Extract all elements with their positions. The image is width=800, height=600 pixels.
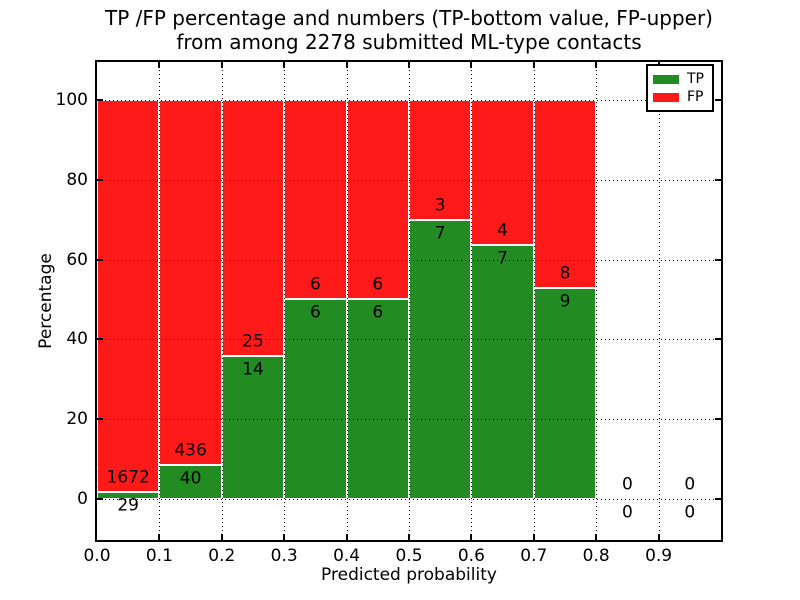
chart-title-line2: from among 2278 submitted ML-type contac…: [176, 30, 642, 54]
x-gridline: [346, 62, 348, 540]
y-tick-label: 80: [66, 169, 88, 190]
x-gridline: [409, 62, 410, 540]
tp-count-label: 0: [621, 502, 633, 523]
fp-count-label: 0: [684, 474, 696, 495]
x-tick-bottom: [158, 534, 161, 540]
plot-area: 1672 29 436 40 25 14 6 6 6 6 3 7 4 7 8 9 0 0 0 0: [95, 60, 723, 542]
x-tick-label: 0.2: [208, 546, 236, 566]
bar-tp-segment: [409, 219, 472, 499]
bar-fp-segment: [346, 99, 409, 300]
fp-count-label: 0: [621, 474, 633, 495]
fp-count-label: 436: [174, 440, 207, 461]
legend: TP FP: [646, 64, 714, 112]
bar-tp-segment: [159, 465, 222, 499]
x-tick-bottom: [345, 534, 348, 540]
x-tick-label: 0.7: [520, 546, 548, 566]
y-tick-left: [97, 497, 103, 500]
x-gridline: [533, 62, 535, 540]
x-gridline: [471, 62, 473, 540]
y-tick-right: [715, 338, 721, 341]
y-tick-left: [97, 418, 103, 421]
x-gridline: [284, 62, 286, 540]
bar-tp-segment: [533, 287, 597, 499]
tp-count-label: 14: [242, 359, 264, 380]
x-tick-label: 0.9: [645, 546, 673, 566]
x-axis-label: Predicted probability: [321, 565, 497, 585]
y-tick-right: [715, 497, 721, 500]
y-tick-label: 40: [66, 329, 88, 350]
legend-label-fp: FP: [687, 89, 704, 105]
x-tick-top: [595, 62, 598, 68]
bar-fp-segment: [284, 99, 347, 300]
x-tick-bottom: [532, 534, 535, 540]
y-tick-left: [97, 338, 103, 341]
y-tick-label: 60: [66, 249, 88, 270]
x-tick-top: [283, 62, 286, 68]
y-tick-label: 100: [55, 89, 88, 110]
tp-count-label: 6: [372, 302, 384, 323]
y-tick-left: [97, 258, 103, 261]
tp-count-label: 7: [434, 223, 446, 244]
bar-tp-segment: [471, 244, 534, 499]
legend-swatch-fp-icon: [653, 92, 679, 102]
legend-item-tp: TP: [653, 72, 707, 86]
legend-label-tp: TP: [687, 71, 704, 87]
x-tick-bottom: [220, 534, 223, 540]
fp-count-label: 4: [497, 220, 509, 241]
legend-swatch-tp-icon: [653, 74, 679, 84]
fp-count-label: 6: [309, 274, 321, 295]
bar-fp-segment: [159, 99, 222, 466]
x-gridline: [596, 62, 598, 540]
tp-count-label: 6: [309, 302, 321, 323]
y-tick-label: 0: [77, 488, 88, 509]
y-tick-label: 20: [66, 409, 88, 430]
x-tick-bottom: [470, 534, 473, 540]
y-tick-right: [715, 178, 721, 181]
y-tick-left: [97, 98, 103, 101]
x-gridline: [221, 62, 223, 540]
x-tick-top: [532, 62, 535, 68]
x-tick-top: [408, 62, 410, 68]
x-tick-top: [345, 62, 348, 68]
x-gridline: [658, 62, 660, 540]
x-tick-label: 0.4: [333, 546, 361, 566]
tp-count-label: 0: [684, 502, 696, 523]
x-tick-bottom: [595, 534, 598, 540]
legend-item-fp: FP: [653, 90, 707, 104]
x-tick-label: 0.8: [582, 546, 610, 566]
x-tick-label: 0.1: [145, 546, 173, 566]
chart-title-line1: TP /FP percentage and numbers (TP-bottom…: [105, 6, 713, 30]
bar-tp-segment: [97, 492, 160, 499]
x-tick-label: 0.6: [457, 546, 485, 566]
fp-count-label: 3: [434, 195, 446, 216]
x-tick-top: [220, 62, 223, 68]
y-tick-right: [715, 418, 721, 421]
y-tick-right: [715, 98, 721, 101]
x-tick-top: [158, 62, 161, 68]
x-tick-bottom: [283, 534, 286, 540]
y-tick-right: [715, 258, 721, 261]
x-tick-top: [470, 62, 473, 68]
tp-count-label: 29: [117, 495, 140, 516]
x-tick-label: 0.0: [83, 546, 111, 566]
x-tick-bottom: [408, 534, 410, 540]
bar-fp-segment: [221, 99, 285, 356]
bar-tp-segment: [346, 299, 409, 499]
fp-count-label: 8: [559, 263, 571, 284]
bar-fp-segment: [471, 99, 534, 245]
y-tick-left: [97, 178, 103, 181]
tp-count-label: 40: [179, 468, 202, 489]
bar-fp-segment: [97, 99, 160, 493]
x-tick-bottom: [657, 534, 660, 540]
fp-count-label: 6: [372, 274, 384, 295]
x-tick-label: 0.3: [270, 546, 298, 566]
fp-count-label: 25: [242, 331, 264, 352]
tp-count-label: 7: [497, 248, 509, 269]
bar-tp-segment: [284, 299, 347, 499]
tp-count-label: 9: [559, 291, 571, 312]
fp-count-label: 1672: [106, 467, 150, 488]
x-tick-label: 0.5: [395, 546, 423, 566]
x-gridline: [159, 62, 161, 540]
